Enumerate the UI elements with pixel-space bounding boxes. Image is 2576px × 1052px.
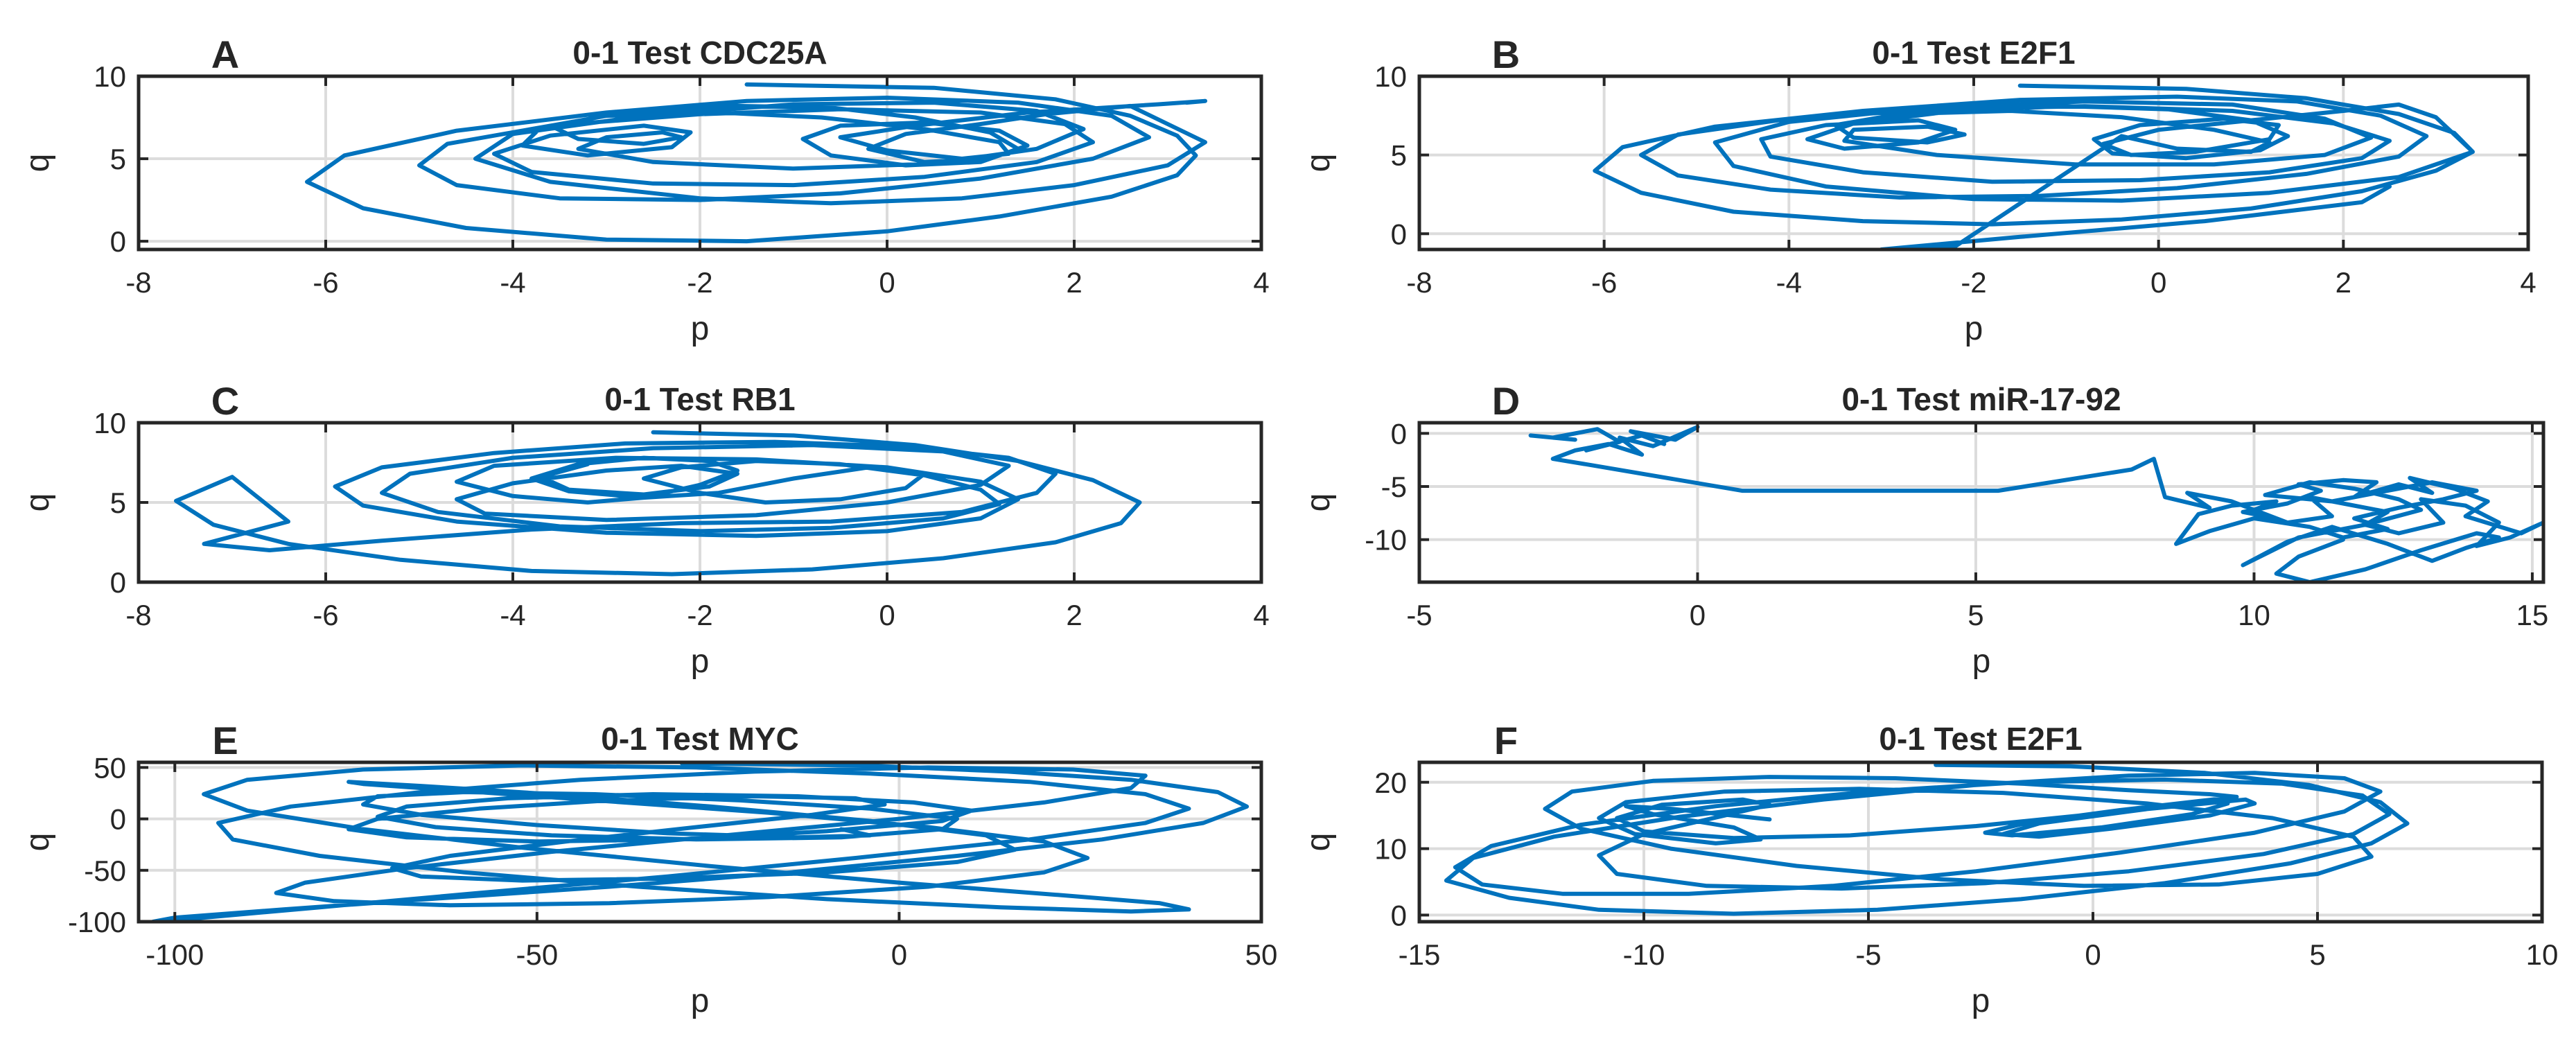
panel-letter: F xyxy=(1494,719,1518,762)
trajectory-line xyxy=(1444,762,2410,916)
x-tick-label: 5 xyxy=(2309,938,2325,971)
y-tick-label: -5 xyxy=(1381,471,1407,503)
x-tick-label: 0 xyxy=(891,938,907,971)
axes-box xyxy=(1417,421,2546,584)
x-tick-label: -6 xyxy=(313,266,338,299)
x-axis-label: p xyxy=(691,643,710,680)
panel-title: 0-1 Test RB1 xyxy=(604,381,795,417)
trajectory-line xyxy=(174,430,1142,577)
x-tick-label: 2 xyxy=(1066,599,1082,631)
x-axis-label: p xyxy=(1965,310,1983,347)
x-tick-label: -6 xyxy=(313,599,338,631)
x-tick-label: -15 xyxy=(1399,938,1441,971)
panel-c: -8 -6 -4 -2 0 2 4 0 5 10 p q 0-1 Test RB1 C xyxy=(19,379,1270,680)
axes-box xyxy=(137,760,1263,924)
x-tick-label: 15 xyxy=(2516,599,2549,631)
x-tick-label: -8 xyxy=(1406,266,1432,299)
panel-e: -100 -50 0 50 -100 -50 0 50 p q 0-1 Test MYC E xyxy=(19,719,1277,1019)
x-tick-label: -6 xyxy=(1591,266,1617,299)
x-tick-label: 10 xyxy=(2526,938,2559,971)
y-tick-label: 50 xyxy=(94,751,126,784)
x-tick-label: -2 xyxy=(687,266,712,299)
y-tick-label: 0 xyxy=(1391,417,1407,450)
y-tick-label: 10 xyxy=(94,60,126,93)
panel-d: -5 0 5 10 15 -10 -5 0 p q 0-1 Test miR-17-92 D xyxy=(1300,379,2548,680)
y-tick-label: 0 xyxy=(110,803,126,836)
panel-letter: D xyxy=(1492,379,1520,423)
x-tick-label: -5 xyxy=(1406,599,1432,631)
x-tick-label: 0 xyxy=(879,599,895,631)
y-tick-label: 0 xyxy=(1391,218,1407,250)
x-tick-label: 2 xyxy=(2336,266,2351,299)
y-axis-label: q xyxy=(1300,833,1337,852)
x-tick-label: -8 xyxy=(125,599,151,631)
y-axis-label: q xyxy=(19,833,56,852)
x-axis-label: p xyxy=(691,310,710,347)
x-tick-label: -8 xyxy=(125,266,151,299)
x-tick-label: 4 xyxy=(1253,266,1269,299)
panel-title: 0-1 Test MYC xyxy=(601,721,798,757)
panel-title: 0-1 Test miR-17-92 xyxy=(1841,381,2121,417)
plot-area xyxy=(1419,423,2543,582)
x-tick-label: 4 xyxy=(1253,599,1269,631)
x-tick-label: -100 xyxy=(146,938,204,971)
y-tick-label: 0 xyxy=(110,566,126,599)
y-tick-label: -10 xyxy=(1365,524,1407,556)
x-tick-label: 0 xyxy=(2150,266,2166,299)
y-tick-label: 5 xyxy=(110,486,126,519)
x-tick-label: -4 xyxy=(500,266,525,299)
x-tick-label: 0 xyxy=(2085,938,2101,971)
x-tick-label: -4 xyxy=(500,599,525,631)
x-axis-label: p xyxy=(1972,643,1991,680)
y-tick-label: -50 xyxy=(84,854,126,887)
x-tick-label: -5 xyxy=(1855,938,1881,971)
y-tick-label: 10 xyxy=(1374,60,1407,93)
panel-letter: E xyxy=(212,719,238,762)
x-tick-label: 0 xyxy=(1690,599,1706,631)
y-axis-label: q xyxy=(19,493,56,512)
y-tick-label: -100 xyxy=(68,906,126,938)
panel-title: 0-1 Test E2F1 xyxy=(1879,721,2082,757)
y-tick-label: 0 xyxy=(1391,899,1407,931)
x-tick-label: 2 xyxy=(1066,266,1082,299)
y-axis-label: q xyxy=(1300,493,1337,512)
panel-title: 0-1 Test E2F1 xyxy=(1872,35,2075,71)
y-tick-label: 5 xyxy=(1391,139,1407,172)
panel-a: -8 -6 -4 -2 0 2 4 0 5 10 p q 0-1 Test CDC25A A xyxy=(19,33,1270,347)
panel-letter: B xyxy=(1492,33,1520,76)
trajectory-line xyxy=(150,762,1250,922)
x-axis-label: p xyxy=(691,983,710,1019)
panel-title: 0-1 Test CDC25A xyxy=(572,35,827,71)
x-tick-label: -4 xyxy=(1776,266,1802,299)
y-tick-label: 10 xyxy=(1374,833,1407,866)
y-tick-label: 20 xyxy=(1374,766,1407,799)
axes-box xyxy=(1417,760,2544,924)
panel-letter: A xyxy=(211,33,239,76)
panel-b: -8 -6 -4 -2 0 2 4 0 5 10 p q 0-1 Test E2F1 B xyxy=(1300,33,2536,347)
x-tick-label: 0 xyxy=(879,266,895,299)
y-axis-label: q xyxy=(19,154,56,173)
panel-letter: C xyxy=(211,379,239,423)
y-tick-label: 10 xyxy=(94,407,126,439)
panel-f: -15 -10 -5 0 5 10 0 10 20 p q 0-1 Test E2F1 F xyxy=(1300,719,2558,1019)
x-tick-label: -2 xyxy=(1961,266,1986,299)
x-tick-label: -10 xyxy=(1623,938,1665,971)
trajectory-line xyxy=(1528,425,2543,582)
y-axis-label: q xyxy=(1300,154,1337,173)
x-tick-label: -2 xyxy=(687,599,712,631)
x-tick-label: 5 xyxy=(1968,599,1983,631)
x-tick-label: 50 xyxy=(1245,938,1278,971)
trajectory-line xyxy=(1593,83,2475,249)
x-tick-label: 10 xyxy=(2238,599,2270,631)
y-tick-label: 0 xyxy=(110,225,126,258)
y-tick-label: 5 xyxy=(110,143,126,175)
trajectory-line xyxy=(305,82,1207,244)
x-axis-label: p xyxy=(1972,983,1990,1019)
x-tick-label: 4 xyxy=(2520,266,2536,299)
x-tick-label: -50 xyxy=(516,938,558,971)
